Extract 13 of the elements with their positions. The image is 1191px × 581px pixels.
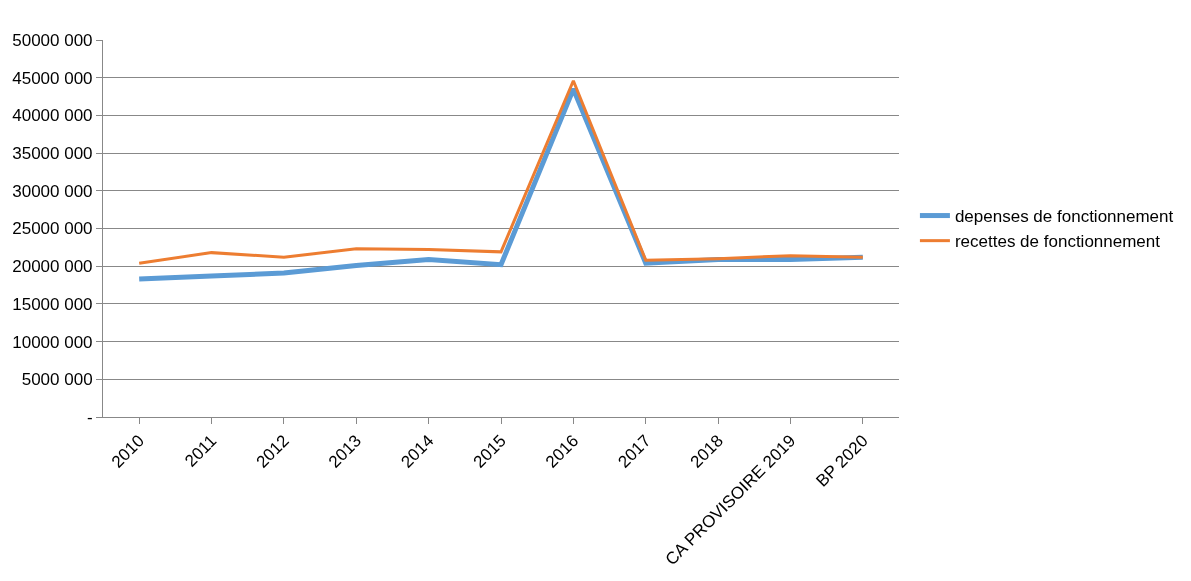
y-tick-label: 25000 000 <box>12 219 93 239</box>
y-tick-label: 15000 000 <box>12 294 93 314</box>
y-tick-label: 35000 000 <box>12 144 93 164</box>
y-tick-label: - <box>86 407 93 427</box>
y-tick-label: 40000 000 <box>12 106 93 126</box>
y-tick-label: 5000 000 <box>21 370 93 390</box>
legend-label: depenses de fonctionnement <box>954 207 1174 227</box>
y-tick-label: 50000 000 <box>12 30 93 50</box>
y-tick-label: 10000 000 <box>12 332 93 352</box>
legend-label: recettes de fonctionnement <box>954 232 1161 252</box>
y-tick-label: 30000 000 <box>12 181 93 201</box>
y-tick-label: 20000 000 <box>12 257 93 277</box>
y-tick-label: 45000 000 <box>12 68 93 88</box>
